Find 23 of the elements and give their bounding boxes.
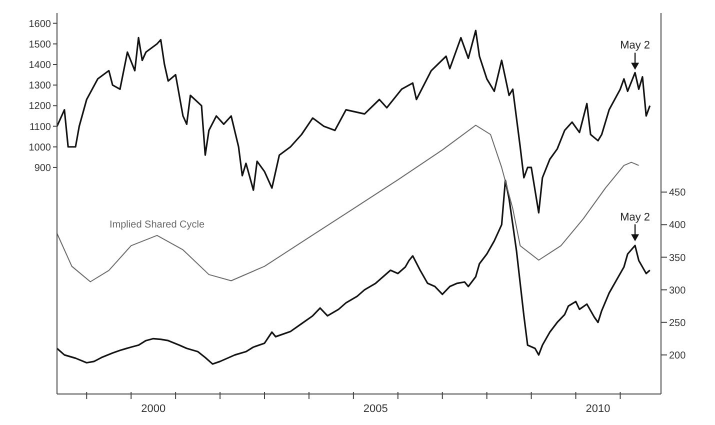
line-series [57, 124, 640, 282]
y2-tick-label: 400 [669, 220, 686, 232]
x-tick-label: 2010 [586, 403, 610, 415]
series-label: Implied Shared Cycle [110, 219, 206, 230]
y-tick-label: 900 [34, 163, 52, 174]
y-tick-label: 1200 [28, 101, 52, 112]
line-series [57, 180, 651, 365]
y2-tick-label: 250 [669, 318, 686, 329]
annotation: May 2 [620, 211, 650, 224]
y-tick-label: 1600 [28, 18, 52, 30]
y-tick-label: 1100 [29, 122, 52, 133]
y2-tick-label: 300 [669, 285, 686, 296]
y2-tick-label: 350 [669, 252, 686, 264]
y-tick-label: 1500 [28, 39, 52, 50]
y-tick-label: 1000 [28, 142, 52, 154]
line-series [57, 30, 651, 214]
x-tick-label: 2005 [363, 403, 388, 415]
y2-tick-label: 450 [669, 188, 686, 199]
y-tick-label: 1300 [28, 80, 52, 92]
y2-tick-label: 200 [669, 350, 686, 362]
y-tick-label: 1400 [28, 60, 52, 72]
x-tick-label: 2000 [141, 403, 166, 415]
annotation: May 2 [620, 40, 650, 52]
